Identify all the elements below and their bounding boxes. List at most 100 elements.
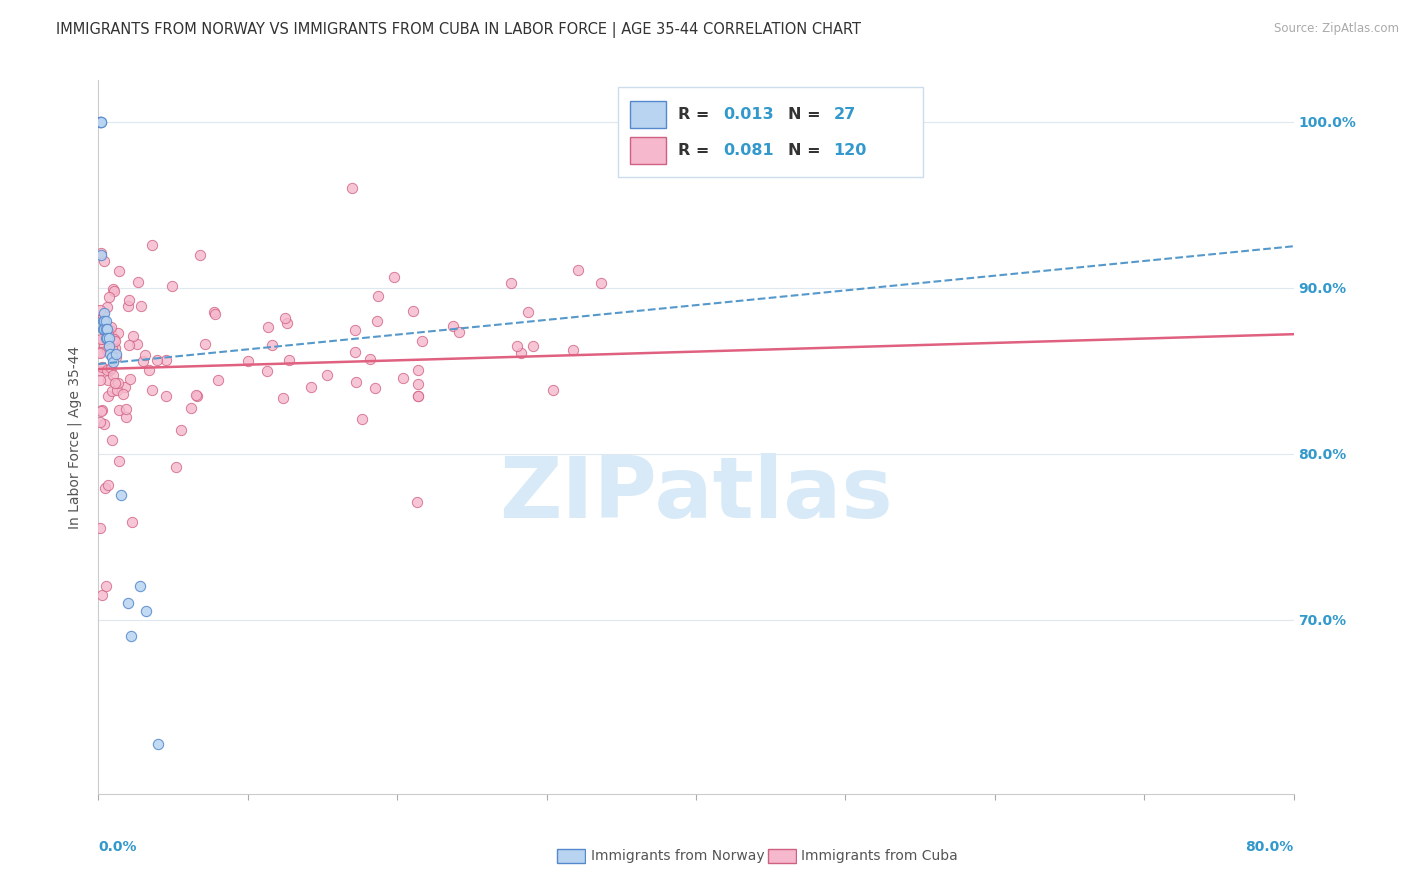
Point xyxy=(165,459,187,474)
Point xyxy=(406,388,429,402)
Point xyxy=(97,478,120,492)
Point xyxy=(90,115,112,129)
Point xyxy=(104,351,127,365)
Point xyxy=(91,332,114,346)
Text: Immigrants from Norway: Immigrants from Norway xyxy=(591,849,763,863)
Y-axis label: In Labor Force | Age 35-44: In Labor Force | Age 35-44 xyxy=(67,345,83,529)
Point xyxy=(148,737,170,751)
Point xyxy=(112,387,135,401)
Point xyxy=(101,283,124,297)
Point xyxy=(135,604,157,618)
Point xyxy=(188,247,211,261)
Point xyxy=(108,264,131,278)
Point xyxy=(256,320,278,334)
Point xyxy=(94,330,117,344)
Point xyxy=(506,339,529,353)
Point xyxy=(145,353,167,368)
Point xyxy=(367,289,389,303)
Point xyxy=(499,276,522,290)
Point xyxy=(516,305,538,319)
Point xyxy=(155,389,177,403)
Point xyxy=(93,305,115,319)
Point xyxy=(93,314,115,328)
Text: 80.0%: 80.0% xyxy=(1246,840,1294,855)
Point xyxy=(101,341,124,355)
Point xyxy=(96,343,118,358)
Point xyxy=(98,347,122,361)
Point xyxy=(256,364,278,378)
FancyBboxPatch shape xyxy=(630,101,666,128)
Point xyxy=(160,278,183,293)
Point xyxy=(91,360,114,375)
Point xyxy=(141,238,163,252)
Text: 0.013: 0.013 xyxy=(724,107,775,122)
Point xyxy=(100,320,122,334)
Point xyxy=(541,383,564,397)
Point xyxy=(134,348,156,362)
Point xyxy=(103,284,125,298)
Point xyxy=(125,337,148,351)
Text: R =: R = xyxy=(678,107,716,122)
Point xyxy=(350,412,373,426)
Text: Source: ZipAtlas.com: Source: ZipAtlas.com xyxy=(1274,22,1399,36)
Point xyxy=(96,300,118,314)
Point xyxy=(115,409,138,424)
Point xyxy=(90,245,112,260)
Point xyxy=(343,323,366,337)
Point xyxy=(180,401,202,415)
Point xyxy=(522,339,544,353)
Point xyxy=(141,384,163,398)
Point xyxy=(114,380,136,394)
Point xyxy=(411,334,433,348)
Point xyxy=(406,363,429,377)
Point xyxy=(97,330,120,344)
Point xyxy=(131,354,153,368)
Point xyxy=(107,326,129,340)
Point xyxy=(276,316,298,330)
Point xyxy=(93,309,115,323)
Point xyxy=(90,247,112,261)
Point xyxy=(103,355,125,369)
Point xyxy=(277,353,299,368)
Point xyxy=(110,488,132,502)
Point xyxy=(441,319,464,334)
Text: 27: 27 xyxy=(834,107,856,122)
Point xyxy=(392,370,415,384)
Point xyxy=(406,376,429,391)
Text: 120: 120 xyxy=(834,143,866,158)
Point xyxy=(91,322,114,336)
Point xyxy=(93,322,115,336)
Text: 0.081: 0.081 xyxy=(724,143,775,158)
Point xyxy=(105,347,128,361)
Point xyxy=(406,495,429,509)
Point xyxy=(100,326,122,341)
Point xyxy=(366,313,388,327)
Point xyxy=(271,392,294,406)
Point xyxy=(236,354,259,368)
Point xyxy=(118,338,141,352)
Point xyxy=(105,383,128,397)
Point xyxy=(97,373,120,387)
Point xyxy=(108,403,131,417)
Text: N =: N = xyxy=(787,143,827,158)
Point xyxy=(96,322,118,336)
Point xyxy=(155,353,177,368)
Point xyxy=(194,337,217,351)
Bar xyxy=(768,849,796,863)
Point xyxy=(117,596,139,610)
Text: 0.0%: 0.0% xyxy=(98,840,136,855)
Point xyxy=(120,629,142,643)
Point xyxy=(90,403,112,417)
Text: Immigrants from Cuba: Immigrants from Cuba xyxy=(801,849,957,863)
Point xyxy=(342,181,364,195)
Point xyxy=(98,290,121,304)
Point xyxy=(561,343,583,358)
Point xyxy=(94,322,117,336)
Point xyxy=(260,338,283,352)
Point xyxy=(93,417,115,432)
Point xyxy=(138,363,160,377)
Point xyxy=(117,299,139,313)
Point xyxy=(89,346,111,360)
Bar xyxy=(557,849,585,863)
Point xyxy=(122,329,145,343)
